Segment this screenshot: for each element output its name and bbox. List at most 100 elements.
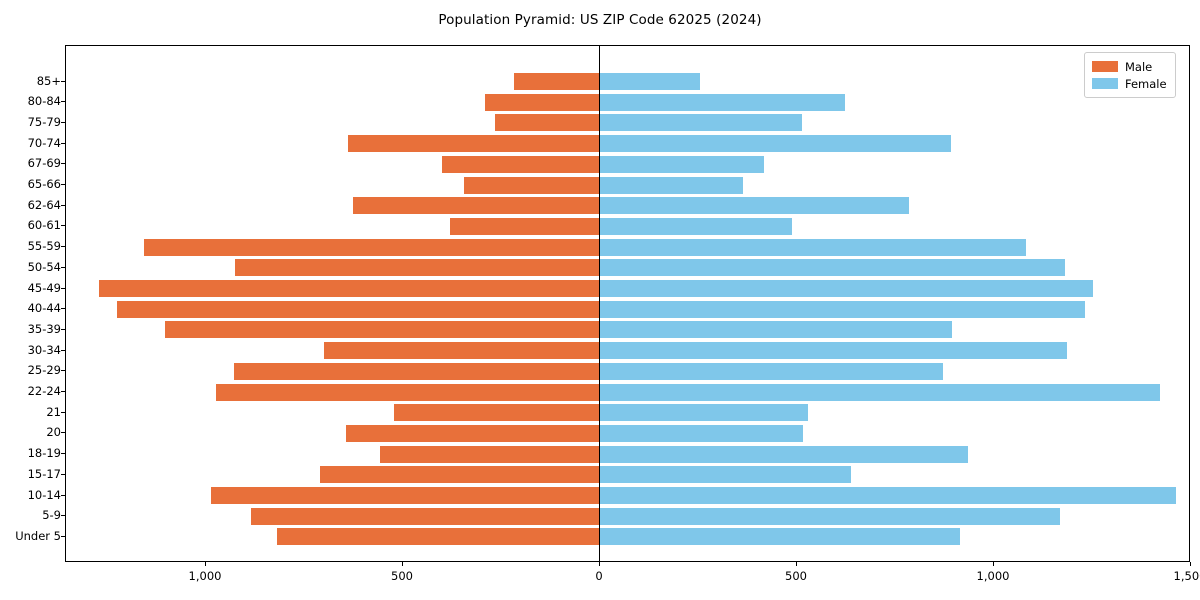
legend-item-male[interactable]: Male [1092,58,1167,75]
y-axis-tick [61,80,65,82]
bar-female [600,466,851,484]
y-axis-tick [61,349,65,351]
bar-male [215,383,600,401]
x-axis-tick-label: 1,000 [976,569,1010,583]
bar-male [393,404,600,422]
y-axis-tick [61,391,65,392]
y-axis-tick-label: 70-74 [27,135,61,150]
y-axis-tick [61,515,65,517]
bar-female [600,321,953,339]
center-axis-line [599,46,600,561]
bar-male [233,362,600,380]
y-axis-tick [61,163,65,165]
legend-swatch-male [1092,61,1118,72]
legend-label-female: Female [1125,76,1167,91]
y-axis-tick [61,370,65,372]
y-axis-tick [61,308,65,310]
y-axis-tick [61,121,65,123]
y-axis-tick [61,453,65,455]
y-axis-tick-label: 22-24 [27,384,61,398]
bar-female [600,404,808,422]
y-axis-tick-label: 15-17 [27,466,61,481]
bar-female [600,155,764,173]
legend-label-male: Male [1125,59,1153,74]
y-axis-tick-label: 35-39 [27,321,61,336]
bar-female [600,507,1061,525]
bar-male [99,280,600,297]
bar-female [600,114,802,132]
bar-male [345,424,600,442]
y-axis-tick-label: Under 5 [15,528,61,543]
legend-item-female[interactable]: Female [1092,75,1167,92]
y-axis-tick [61,101,65,103]
bar-female [600,528,960,546]
y-axis-tick-label: 40-44 [27,301,61,316]
bar-female [600,445,969,463]
y-axis-tick-label: 30-34 [27,342,61,357]
bar-female [600,197,909,215]
x-axis-tick-label: 1,500 [1173,569,1200,583]
bar-female [600,362,943,380]
chart-title: Population Pyramid: US ZIP Code 62025 (2… [438,12,762,28]
bar-female [600,238,1026,256]
y-axis-tick [61,494,65,496]
y-axis-tick-label: 67-69 [27,156,61,171]
bar-female [600,135,952,153]
y-axis-tick-label: 75-79 [27,114,61,129]
bar-male [165,321,600,339]
y-axis-tick [61,204,65,206]
y-axis-tick-label: 85+ [36,73,61,88]
bar-male [495,114,600,132]
bar-male [442,155,600,173]
x-axis-tick [1190,562,1191,566]
x-axis-ticks: 1,000 500 0 500 1,000 1,500 [0,562,1200,600]
bar-male [347,135,600,153]
x-axis-tick [796,562,797,566]
bar-male [464,176,600,194]
bar-male [324,342,600,360]
bar-female [600,342,1067,360]
y-axis-tick-label: 45-49 [27,280,61,295]
y-axis-tick [61,328,65,330]
y-axis-tick-label: 18-19 [27,446,61,461]
x-axis-tick-label: 0 [595,569,603,583]
bar-male [116,300,600,318]
bar-male [319,466,600,484]
bar-male [450,217,600,235]
bar-female [600,383,1161,401]
legend-swatch-female [1092,78,1118,89]
bar-male [514,73,600,90]
x-axis-tick-label: 500 [785,569,807,583]
bar-female [600,300,1086,318]
bar-male [352,197,600,215]
y-axis-tick-label: 50-54 [27,259,61,274]
bar-female [600,487,1176,504]
y-axis-tick [61,473,65,475]
y-axis-tick [61,432,65,434]
bar-male [143,238,600,256]
y-axis-tick [61,246,65,248]
bar-female [600,73,700,90]
bar-male [276,528,600,546]
bar-male [235,259,600,277]
y-axis-tick-label: 80-84 [27,94,61,109]
x-axis-tick-label: 500 [391,569,413,583]
x-axis-tick [599,562,600,566]
bar-female [600,93,846,111]
y-axis-tick-label: 21 [46,404,61,419]
bar-male [484,93,600,111]
y-axis-tick-label: 20 [46,425,61,440]
y-axis-tick [61,535,65,537]
y-axis-tick-label: 65-66 [27,177,61,191]
y-axis-tick-label: 62-64 [27,197,61,212]
y-axis-tick-label: 10-14 [27,487,61,502]
y-axis-tick [61,266,65,268]
y-axis-tick-label: 60-61 [27,218,61,233]
chart-legend: Male Female [1084,52,1176,98]
y-axis-tick [61,411,65,413]
x-axis-tick [205,562,206,566]
y-axis-tick-label: 55-59 [27,239,61,254]
y-axis-ticks [0,45,66,562]
plot-area [65,45,1190,562]
